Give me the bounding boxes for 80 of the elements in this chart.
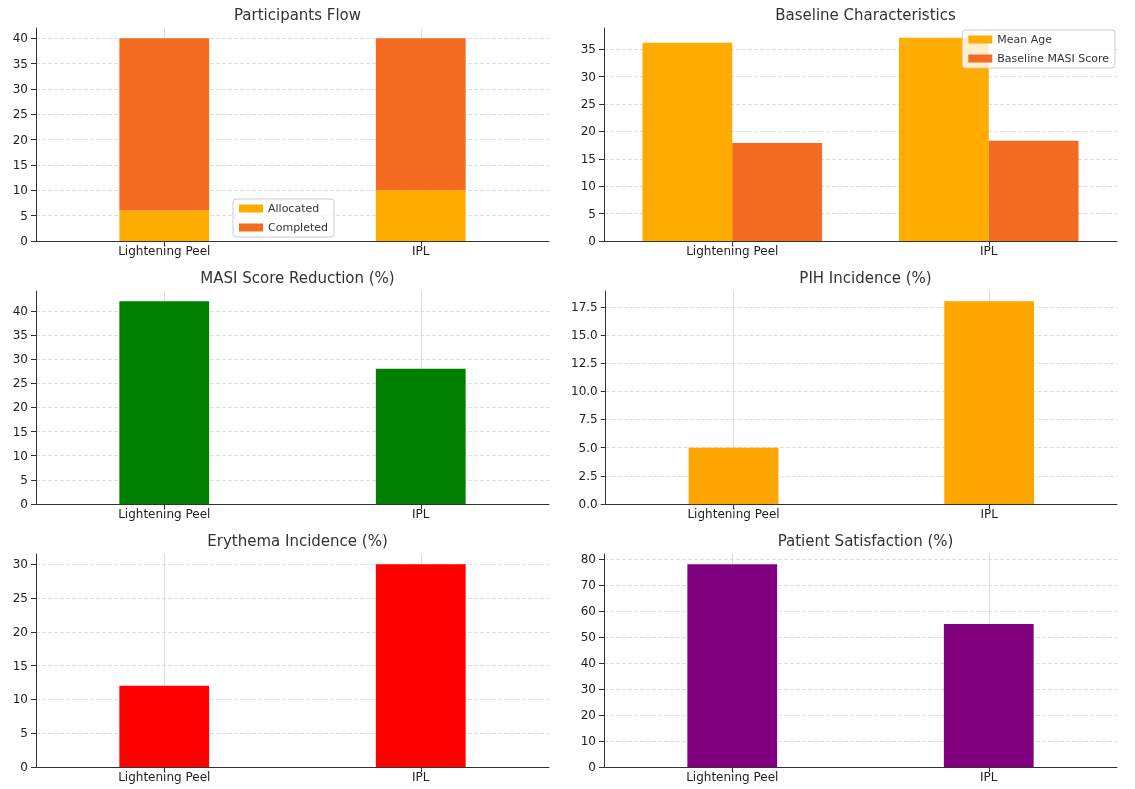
y-tick-label: 12.5 [571, 356, 598, 371]
y-tick-label: 25 [580, 97, 596, 112]
y-tick-label: 50 [580, 629, 596, 644]
chart-title: Participants Flow [233, 5, 362, 24]
legend-label: Mean Age [997, 33, 1053, 46]
y-tick-label: 2.5 [578, 468, 598, 483]
x-tick-label: IPL [412, 507, 430, 521]
y-tick-label: 5 [20, 208, 28, 223]
x-tick-label: IPL [412, 244, 430, 258]
chart-title: Baseline Characteristics [775, 5, 956, 24]
bar [119, 210, 210, 241]
y-tick-label: 35 [580, 42, 596, 57]
y-tick-label: 10 [12, 183, 28, 198]
y-tick-label: 17.5 [571, 299, 598, 314]
y-tick-label: 10.0 [571, 384, 598, 399]
y-tick-label: 40 [12, 303, 28, 318]
y-tick-label: 0.0 [578, 497, 598, 511]
y-tick-label: 60 [580, 603, 596, 618]
y-tick-label: 25 [12, 590, 28, 605]
y-tick-label: 10 [12, 692, 28, 707]
y-tick-label: 40 [12, 31, 28, 46]
y-tick-label: 10 [12, 448, 28, 463]
x-tick-label: Lightening Peel [118, 244, 211, 258]
bar [119, 38, 210, 211]
x-tick-label: Lightening Peel [118, 507, 211, 521]
y-tick-label: 25 [12, 376, 28, 391]
y-tick-label: 30 [12, 557, 28, 572]
y-tick-label: 0 [20, 497, 28, 511]
y-tick-label: 20 [580, 707, 596, 722]
bar [642, 42, 733, 241]
y-tick-label: 0 [20, 760, 28, 774]
x-tick-label: Lightening Peel [118, 770, 211, 784]
y-tick-label: 0 [588, 234, 596, 248]
x-tick-label: Lightening Peel [686, 244, 779, 258]
y-tick-label: 25 [12, 107, 28, 122]
legend-label: Baseline MASI Score [997, 52, 1110, 65]
y-tick-label: 5 [588, 206, 596, 221]
y-tick-label: 0 [20, 234, 28, 248]
y-tick-label: 35 [12, 327, 28, 342]
y-tick-label: 70 [580, 577, 596, 592]
x-tick-label: IPL [980, 244, 998, 258]
y-tick-label: 35 [12, 56, 28, 71]
chart-title: PIH Incidence (%) [799, 268, 932, 287]
chart-title: Patient Satisfaction (%) [777, 531, 954, 550]
y-tick-label: 80 [580, 551, 596, 566]
y-tick-label: 30 [580, 69, 596, 84]
y-tick-label: 20 [12, 400, 28, 415]
x-tick-label: IPL [980, 770, 998, 784]
y-tick-label: 10 [580, 733, 596, 748]
y-tick-label: 30 [12, 352, 28, 367]
bar [375, 38, 466, 191]
y-tick-label: 15 [580, 151, 596, 166]
x-tick-label: IPL [980, 507, 999, 521]
y-tick-label: 40 [580, 655, 596, 670]
y-tick-label: 10 [580, 179, 596, 194]
y-tick-label: 15 [12, 424, 28, 439]
legend-label: Allocated [268, 202, 320, 215]
legend-label: Completed [268, 221, 328, 234]
y-tick-label: 15 [12, 157, 28, 172]
y-tick-label: 30 [580, 681, 596, 696]
chart-title: Erythema Incidence (%) [207, 531, 388, 550]
bar [732, 142, 823, 241]
chart-title: MASI Score Reduction (%) [200, 268, 395, 287]
y-tick-label: 30 [12, 81, 28, 96]
y-tick-label: 15 [12, 658, 28, 673]
bar [375, 190, 466, 241]
y-tick-label: 5 [20, 726, 28, 741]
bar [988, 140, 1079, 241]
y-tick-label: 5 [20, 472, 28, 487]
y-tick-label: 15.0 [571, 327, 598, 342]
y-tick-label: 0 [588, 760, 596, 774]
bar [898, 37, 989, 241]
y-tick-label: 5.0 [578, 440, 598, 455]
y-tick-label: 20 [12, 132, 28, 147]
x-tick-label: IPL [412, 770, 430, 784]
y-tick-label: 20 [580, 124, 596, 139]
x-tick-label: Lightening Peel [686, 770, 779, 784]
x-tick-label: Lightening Peel [687, 507, 780, 521]
y-tick-label: 7.5 [578, 412, 598, 427]
y-tick-label: 20 [12, 624, 28, 639]
